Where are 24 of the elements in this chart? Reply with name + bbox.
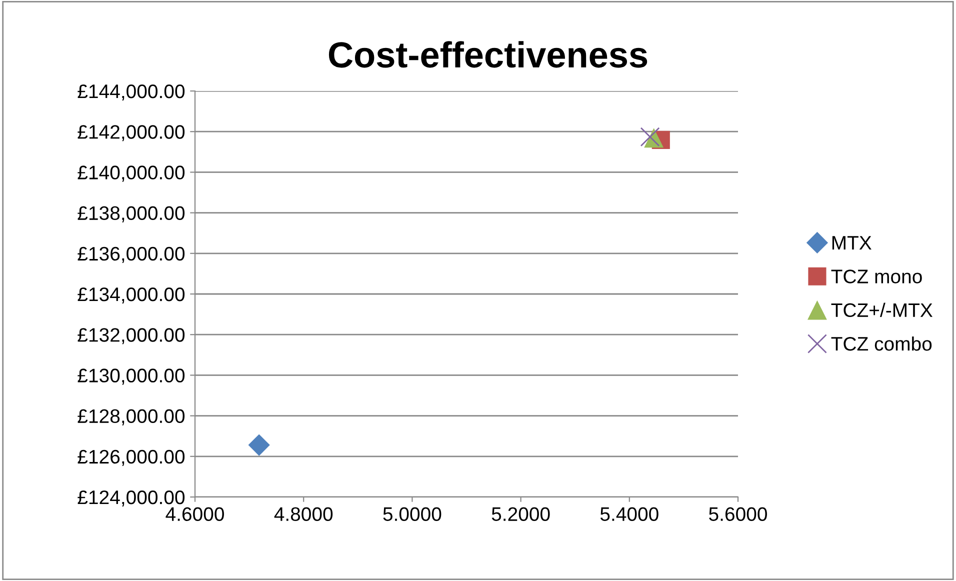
y-tick-label: £140,000.00 bbox=[78, 166, 185, 182]
y-tick-label: £138,000.00 bbox=[78, 206, 185, 222]
x-tick-label: 5.6000 bbox=[709, 507, 767, 522]
chart-title: Cost-effectiveness bbox=[328, 41, 648, 68]
y-tick-label: £132,000.00 bbox=[78, 328, 185, 344]
y-tick-label: £136,000.00 bbox=[78, 246, 185, 263]
y-tick-label: £130,000.00 bbox=[78, 368, 185, 385]
x-tick-label: 4.8000 bbox=[274, 507, 333, 522]
legend-label: MTX bbox=[832, 236, 872, 250]
y-tick-label: £144,000.00 bbox=[78, 84, 185, 101]
y-tick-label: £124,000.00 bbox=[78, 490, 185, 507]
legend-label: TCZ combo bbox=[831, 336, 932, 351]
x-tick-label: 5.4000 bbox=[600, 507, 658, 522]
point bbox=[640, 127, 660, 147]
x-tick-label: 5.2000 bbox=[492, 507, 550, 522]
point bbox=[248, 434, 270, 456]
y-tick-label: £142,000.00 bbox=[78, 125, 185, 142]
legend-label: TCZ+/-MTX bbox=[831, 302, 932, 318]
legend-label: TCZ mono bbox=[831, 270, 922, 284]
x-tick-label: 4.6000 bbox=[166, 507, 224, 522]
y-tick-label: £128,000.00 bbox=[78, 409, 185, 426]
x-tick-label: 5.0000 bbox=[383, 507, 442, 522]
y-tick-label: £134,000.00 bbox=[78, 287, 185, 304]
y-tick-label: £126,000.00 bbox=[78, 450, 185, 466]
